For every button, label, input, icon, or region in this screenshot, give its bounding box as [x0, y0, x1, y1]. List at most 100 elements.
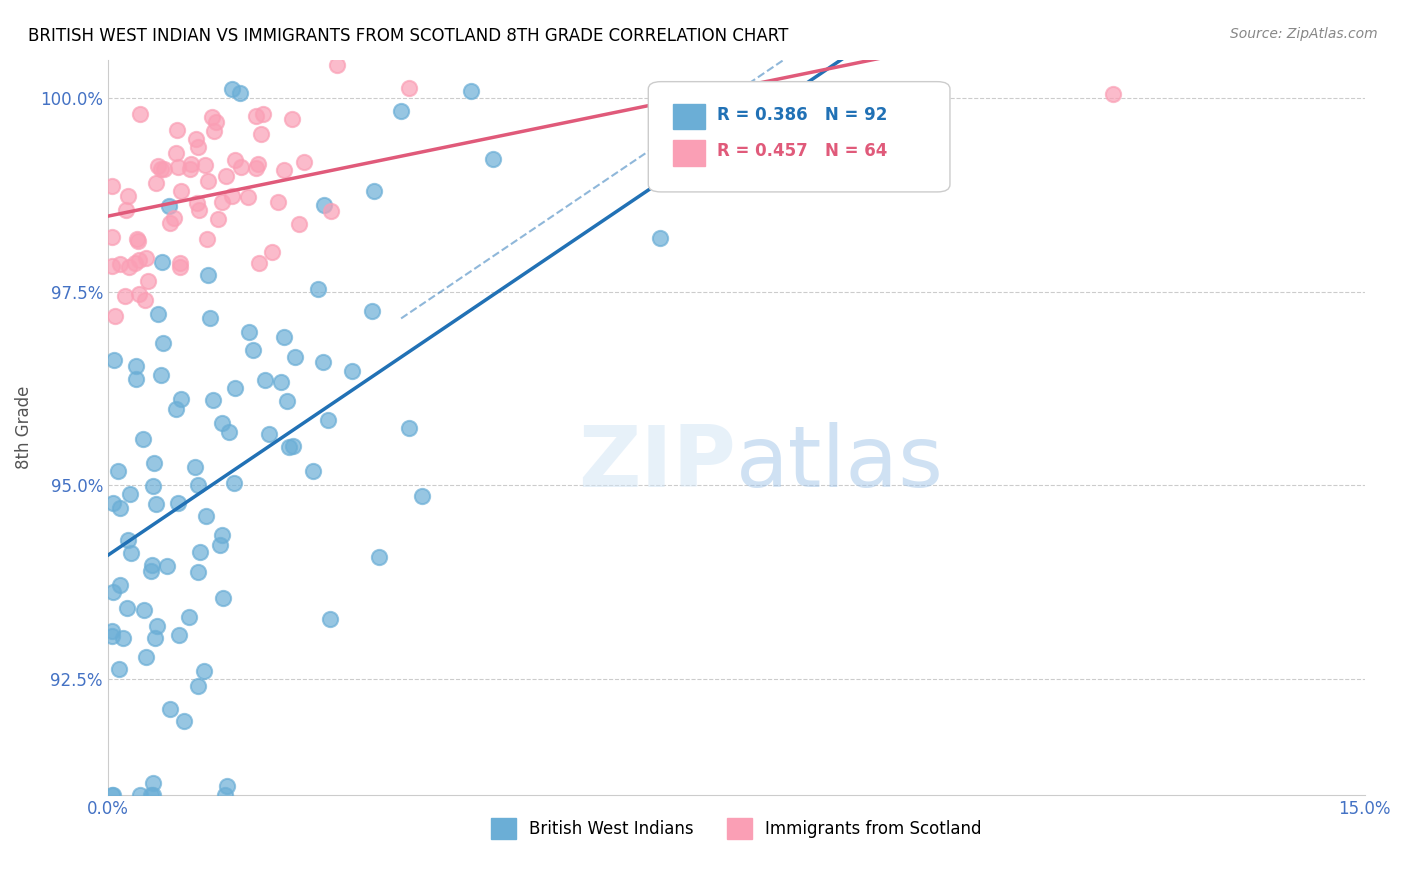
Bar [673, 140, 704, 166]
Point [150, 368, 173, 382]
Point [141, 564, 163, 578]
Point [215, 780, 238, 794]
Point [152, 162, 174, 177]
Point [142, 456, 165, 470]
Point [249, 255, 271, 269]
Point [411, 489, 433, 503]
Point [242, 343, 264, 358]
Point [186, 196, 208, 211]
Point [101, 496, 124, 510]
Point [245, 161, 267, 175]
Point [117, 533, 139, 548]
Point [326, 58, 349, 72]
Text: atlas: atlas [737, 423, 945, 506]
Point [104, 309, 127, 323]
Point [101, 178, 124, 193]
Point [267, 194, 290, 209]
Point [361, 304, 384, 318]
Point [150, 255, 173, 269]
Point [201, 110, 224, 124]
Point [170, 392, 193, 406]
Text: ZIP: ZIP [578, 423, 737, 506]
Point [169, 628, 191, 642]
Point [284, 351, 307, 365]
Point [236, 190, 259, 204]
Point [143, 631, 166, 645]
Point [212, 591, 235, 606]
Point [108, 578, 131, 592]
Point [312, 355, 335, 369]
Point [107, 464, 129, 478]
Point [155, 559, 177, 574]
Point [142, 788, 165, 802]
Point [149, 161, 172, 176]
Legend: British West Indians, Immigrants from Scotland: British West Indians, Immigrants from Sc… [484, 812, 988, 846]
Point [340, 363, 363, 377]
Point [141, 788, 163, 802]
Point [134, 603, 156, 617]
Point [292, 155, 315, 169]
Point [222, 475, 245, 490]
Point [134, 293, 156, 307]
Point [101, 259, 124, 273]
Point [201, 393, 224, 408]
Point [101, 229, 124, 244]
Point [166, 161, 188, 175]
Point [114, 289, 136, 303]
Point [277, 441, 299, 455]
Point [108, 662, 131, 676]
Point [169, 260, 191, 275]
Point [101, 624, 124, 639]
Point [211, 417, 233, 431]
Point [273, 162, 295, 177]
Point [169, 256, 191, 270]
Point [177, 609, 200, 624]
Point [302, 465, 325, 479]
Point [221, 189, 243, 203]
Point [124, 256, 146, 270]
Point [131, 432, 153, 446]
Point [229, 160, 252, 174]
Point [208, 538, 231, 552]
Point [157, 199, 180, 213]
Point [173, 714, 195, 728]
Point [252, 107, 274, 121]
Point [246, 157, 269, 171]
Point [111, 632, 134, 646]
Point [146, 619, 169, 633]
Point [224, 153, 246, 167]
Y-axis label: 8th Grade: 8th Grade [15, 385, 32, 469]
Text: BRITISH WEST INDIAN VS IMMIGRANTS FROM SCOTLAND 8TH GRADE CORRELATION CHART: BRITISH WEST INDIAN VS IMMIGRANTS FROM S… [28, 27, 789, 45]
Point [211, 528, 233, 542]
Point [114, 202, 136, 217]
Point [145, 176, 167, 190]
Point [482, 153, 505, 167]
Point [101, 630, 124, 644]
Point [318, 612, 340, 626]
Point [141, 558, 163, 573]
Point [288, 217, 311, 231]
Point [125, 372, 148, 386]
Point [321, 204, 343, 219]
Point [193, 664, 215, 678]
Point [254, 373, 277, 387]
Point [118, 260, 141, 274]
Point [184, 132, 207, 146]
Point [159, 702, 181, 716]
Point [148, 307, 170, 321]
Point [314, 198, 336, 212]
Point [250, 127, 273, 141]
Point [307, 282, 329, 296]
Point [195, 232, 218, 246]
Point [316, 413, 339, 427]
Point [180, 157, 202, 171]
Point [197, 268, 219, 283]
Point [142, 776, 165, 790]
Point [398, 421, 420, 435]
Point [101, 788, 124, 802]
Text: R = 0.386   N = 92: R = 0.386 N = 92 [717, 106, 887, 124]
Point [214, 788, 236, 802]
Point [183, 459, 205, 474]
Text: R = 0.457   N = 64: R = 0.457 N = 64 [717, 143, 887, 161]
Point [135, 251, 157, 265]
